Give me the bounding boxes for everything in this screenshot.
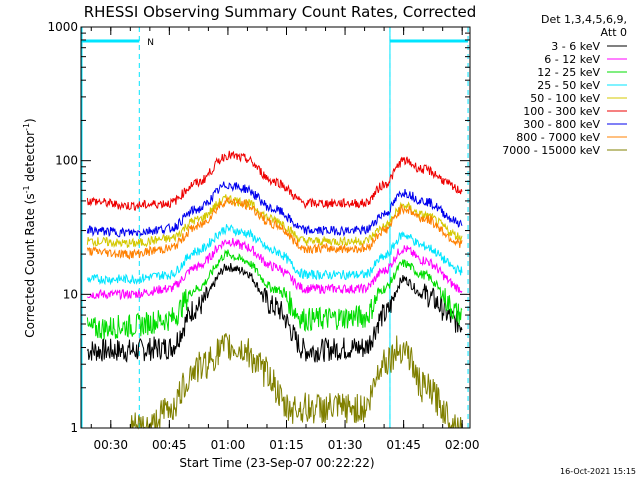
chart-title: RHESSI Observing Summary Count Rates, Co… (84, 3, 477, 21)
legend-label-6-12-kev: 6 - 12 keV (544, 53, 600, 66)
legend-label-800-7000-kev: 800 - 7000 keV (516, 131, 600, 144)
y-tick-label-10: 10 (63, 287, 78, 301)
legend-label-3-6-kev: 3 - 6 keV (551, 40, 600, 53)
x-tick-label-01-00: 01:00 (211, 438, 246, 452)
series-6-12-kev (87, 237, 463, 301)
y-axis: 1 10 100 1000 (47, 20, 470, 435)
y-tick-label-1000: 1000 (47, 20, 78, 34)
x-tick-label-01-45: 01:45 (386, 438, 421, 452)
x-tick-label-02-00: 02:00 (445, 438, 480, 452)
legend-label-12-25-kev: 12 - 25 keV (537, 66, 600, 79)
x-axis-label: Start Time (23-Sep-07 00:22:22) (179, 456, 374, 470)
legend-label-7000-15000-kev: 7000 - 15000 keV (502, 144, 600, 157)
x-axis: 00:30 00:45 01:00 01:15 01:30 01:45 02:00 (90, 27, 480, 452)
y-tick-label-100: 100 (55, 154, 78, 168)
x-tick-label-00-45: 00:45 (152, 438, 187, 452)
legend-header-attenuator: Att 0 (601, 26, 627, 39)
series-300-800-kev (86, 181, 463, 238)
x-tick-label-01-15: 01:15 (269, 438, 304, 452)
x-tick-label-01-30: 01:30 (328, 438, 363, 452)
y-axis-label-main: Corrected Count Rate (s (23, 193, 37, 337)
series-3-6-kev (86, 263, 463, 363)
night-label-0: N (147, 38, 154, 48)
y-axis-label-end: ) (23, 118, 37, 123)
plot-frame (80, 26, 471, 429)
y-axis-label-mid: detector (23, 131, 37, 186)
series-7000-15000-kev (129, 333, 463, 430)
y-axis-label: Corrected Count Rate (s-1 detector-1) (22, 118, 37, 337)
series-25-50-kev (86, 224, 463, 286)
series-100-300-kev (86, 150, 463, 211)
x-tick-label-00-30: 00:30 (93, 438, 128, 452)
y-axis-label-sup-1: -1 (22, 185, 31, 193)
series-layer (86, 150, 463, 430)
y-tick-label-1: 1 (70, 421, 78, 435)
legend-label-50-100-kev: 50 - 100 keV (530, 92, 600, 105)
legend-label-100-300-kev: 100 - 300 keV (523, 105, 600, 118)
series-800-7000-kev (86, 196, 463, 260)
legend-header-detectors: Det 1,3,4,5,6,9, (541, 13, 627, 26)
series-12-25-kev (86, 249, 463, 340)
legend-label-25-50-kev: 25 - 50 keV (537, 79, 600, 92)
legend-label-300-800-kev: 300 - 800 keV (523, 118, 600, 131)
y-axis-label-sup-2: -1 (22, 123, 31, 131)
footer-timestamp: 16-Oct-2021 15:15 (560, 467, 636, 476)
